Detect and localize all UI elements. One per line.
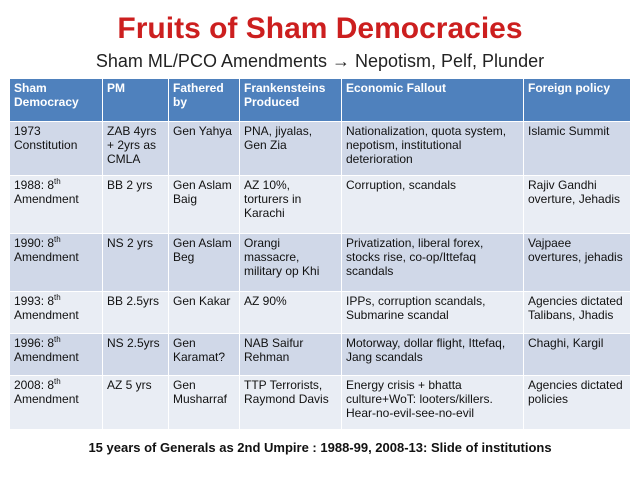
slide-subtitle: Sham ML/PCO Amendments → Nepotism, Pelf,… (95, 51, 545, 71)
cell-frankensteins: PNA, jiyalas, Gen Zia (239, 121, 342, 176)
cell-fathered: Gen Karamat? (168, 333, 240, 376)
cell-democracy: 2008: 8th Amendment (9, 375, 103, 430)
cell-economic: Corruption, scandals (341, 175, 524, 234)
header-economic-fallout: Economic Fallout (341, 78, 524, 122)
header-sham-democracy: Sham Democracy (9, 78, 103, 122)
cell-foreign: Agencies dictated policies (523, 375, 631, 430)
cell-economic: IPPs, corruption scandals, Submarine sca… (341, 291, 524, 334)
cell-foreign: Chaghi, Kargil (523, 333, 631, 376)
cell-fathered: Gen Aslam Baig (168, 175, 240, 234)
cell-foreign: Vajpaee overtures, jehadis (523, 233, 631, 292)
cell-pm: BB 2 yrs (102, 175, 169, 234)
cell-democracy: 1988: 8th Amendment (9, 175, 103, 234)
table-row: 1990: 8th Amendment NS 2 yrs Gen Aslam B… (9, 233, 631, 292)
cell-democracy: 1990: 8th Amendment (9, 233, 103, 292)
table-row: 1973 Constitution ZAB 4yrs + 2yrs as CML… (9, 121, 631, 176)
cell-pm: NS 2.5yrs (102, 333, 169, 376)
cell-pm: ZAB 4yrs + 2yrs as CMLA (102, 121, 169, 176)
cell-economic: Nationalization, quota system, nepotism,… (341, 121, 524, 176)
cell-fathered: Gen Yahya (168, 121, 240, 176)
cell-democracy: 1973 Constitution (9, 121, 103, 176)
cell-pm: BB 2.5yrs (102, 291, 169, 334)
slide-footer: 15 years of Generals as 2nd Umpire : 198… (88, 440, 552, 455)
cell-economic: Motorway, dollar flight, Ittefaq, Jang s… (341, 333, 524, 376)
democracies-table: Sham Democracy PM Fathered by Frankenste… (9, 78, 631, 430)
header-foreign-policy: Foreign policy (523, 78, 631, 122)
cell-frankensteins: TTP Terrorists, Raymond Davis (239, 375, 342, 430)
cell-fathered: Gen Kakar (168, 291, 240, 334)
header-pm: PM (102, 78, 169, 122)
table-row: 1996: 8th Amendment NS 2.5yrs Gen Karama… (9, 333, 631, 376)
cell-economic: Privatization, liberal forex, stocks ris… (341, 233, 524, 292)
cell-pm: NS 2 yrs (102, 233, 169, 292)
cell-frankensteins: Orangi massacre, military op Khi (239, 233, 342, 292)
cell-frankensteins: NAB Saifur Rehman (239, 333, 342, 376)
header-fathered-by: Fathered by (168, 78, 240, 122)
cell-democracy: 1993: 8th Amendment (9, 291, 103, 334)
table-row: 1988: 8th Amendment BB 2 yrs Gen Aslam B… (9, 175, 631, 234)
cell-foreign: Rajiv Gandhi overture, Jehadis (523, 175, 631, 234)
cell-frankensteins: AZ 90% (239, 291, 342, 334)
cell-economic: Energy crisis + bhatta culture+WoT: loot… (341, 375, 524, 430)
cell-frankensteins: AZ 10%, torturers in Karachi (239, 175, 342, 234)
header-frankensteins: Frankensteins Produced (239, 78, 342, 122)
cell-foreign: Agencies dictated Talibans, Jhadis (523, 291, 631, 334)
cell-democracy: 1996: 8th Amendment (9, 333, 103, 376)
cell-fathered: Gen Musharraf (168, 375, 240, 430)
table-row: 2008: 8th Amendment AZ 5 yrs Gen Musharr… (9, 375, 631, 430)
table-row: 1993: 8th Amendment BB 2.5yrs Gen Kakar … (9, 291, 631, 334)
cell-fathered: Gen Aslam Beg (168, 233, 240, 292)
cell-foreign: Islamic Summit (523, 121, 631, 176)
table-header-row: Sham Democracy PM Fathered by Frankenste… (9, 78, 631, 122)
cell-pm: AZ 5 yrs (102, 375, 169, 430)
slide-title: Fruits of Sham Democracies (117, 12, 523, 45)
